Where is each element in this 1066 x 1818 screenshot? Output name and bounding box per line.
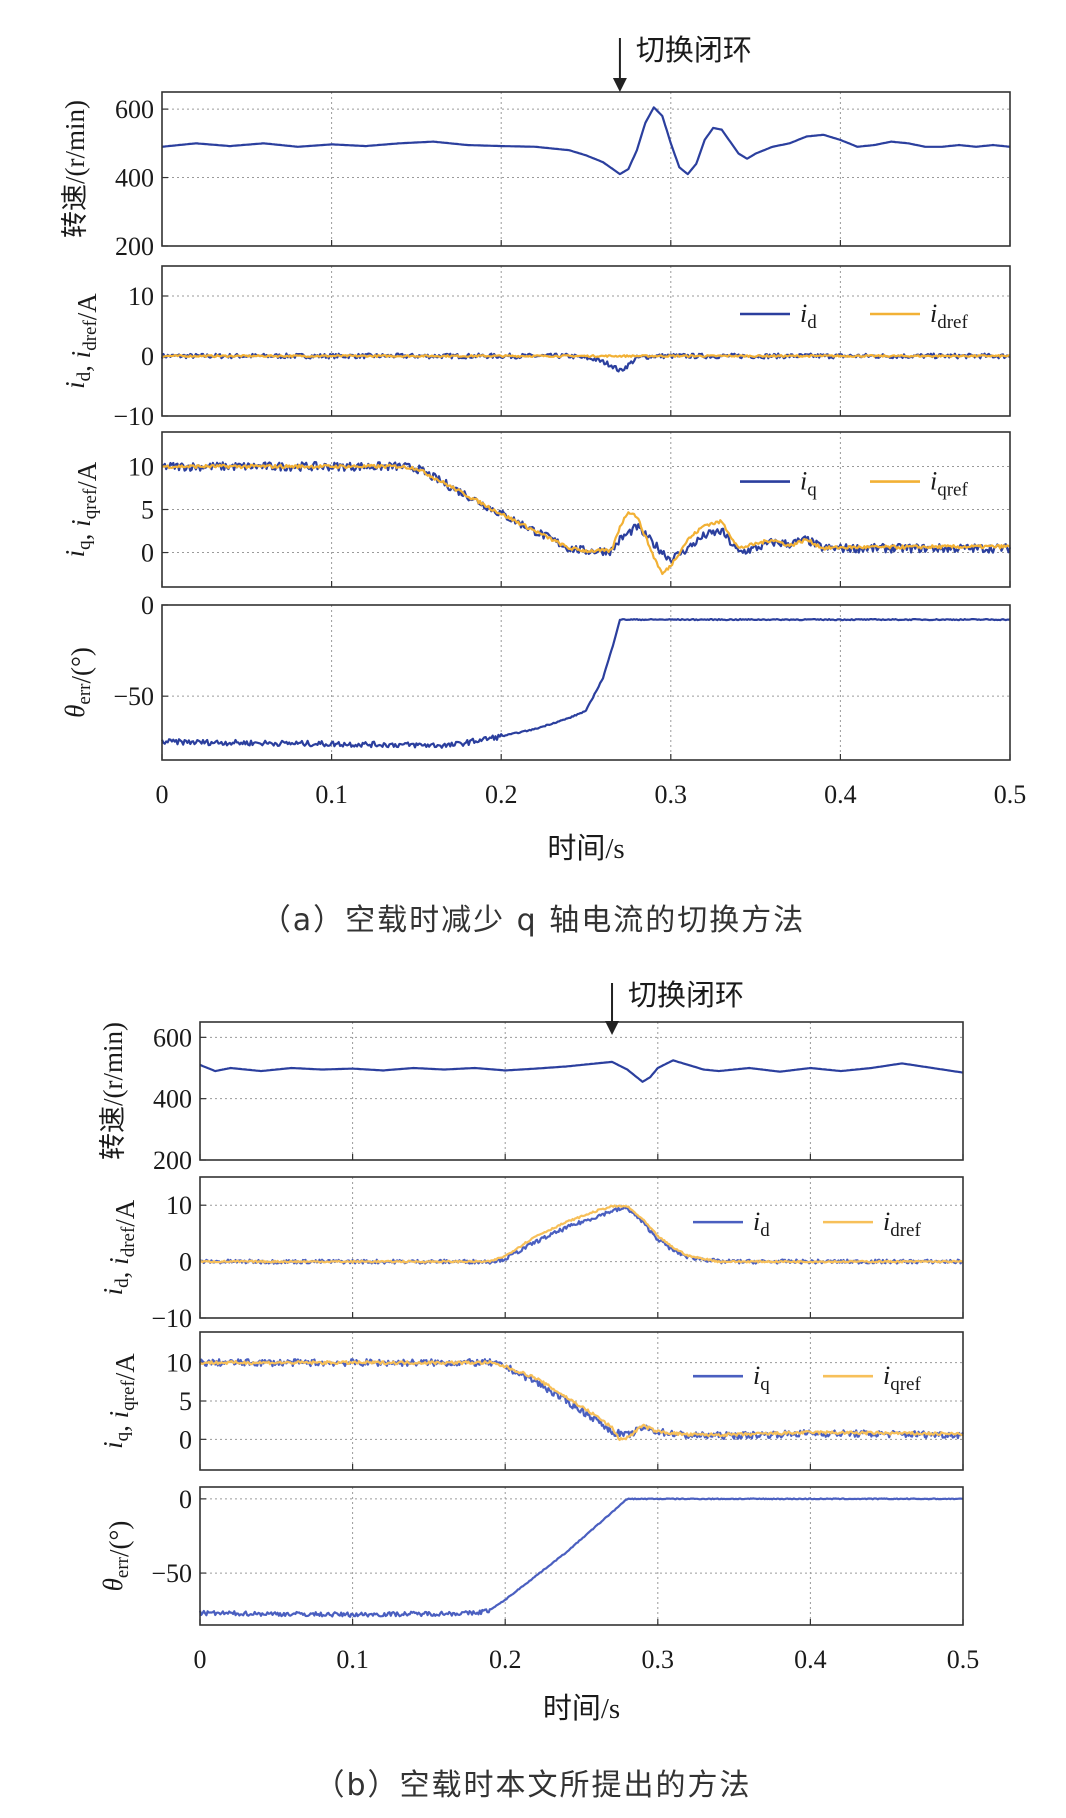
series-line-i-dref (199, 1204, 964, 1264)
panel-b-2: −10 0 10 id idref id, idref/A (98, 1176, 964, 1333)
x-tick-label: 0.2 (485, 780, 518, 809)
series-line-i-qref (199, 1360, 964, 1441)
x-tick-label: 0.1 (336, 1645, 369, 1674)
x-tick-label: 0.4 (824, 780, 857, 809)
x-tick-label: 0.1 (315, 780, 348, 809)
legend-label-i-d: id (800, 299, 817, 333)
x-tick-label: 0.2 (489, 1645, 522, 1674)
plot-frame (199, 1486, 964, 1626)
plot-frame (199, 1176, 964, 1319)
y-tick-label: 0 (141, 539, 154, 568)
y-tick-label: −10 (113, 402, 154, 431)
x-tick-label: 0.5 (947, 1645, 980, 1674)
y-tick-label: 400 (115, 164, 154, 193)
y-tick-label: 0 (179, 1248, 192, 1277)
figure-b: 200 400 600 转速/(r/min) −10 0 10 id idref id, idre… (98, 978, 979, 1803)
y-axis-label: iq, iqref/A (98, 1353, 140, 1449)
y-tick-label: 10 (166, 1349, 192, 1378)
y-tick-label: 10 (128, 282, 154, 311)
series-line-i-q (198, 1358, 964, 1440)
plot-frame (161, 91, 1011, 247)
y-axis-label: id, idref/A (60, 293, 102, 389)
y-tick-label: 0 (141, 591, 154, 620)
figure-caption: （a）空载时减少 q 轴电流的切换方法 (261, 903, 806, 938)
y-axis-label: 转速/(r/min) (98, 1022, 128, 1160)
switch-annotation: 切换闭环 (628, 978, 744, 1012)
y-tick-label: 0 (179, 1485, 192, 1514)
x-tick-label: 0.4 (794, 1645, 827, 1674)
series-line-i-qref (161, 463, 1011, 576)
legend-label-i-dref: idref (930, 299, 968, 333)
plot-frame (161, 265, 1011, 417)
panel-a-2: −10 0 10 id idref id, idref/A (60, 265, 1011, 431)
legend-label-i-qref: iqref (883, 1361, 921, 1395)
y-tick-label: 0 (141, 342, 154, 371)
legend-label-i-qref: iqref (930, 467, 968, 501)
y-axis-label: θerr/(°) (98, 1521, 134, 1592)
series-line-main (161, 106, 1011, 176)
series-line-i-dref (161, 354, 1011, 358)
x-tick-label: 0.3 (642, 1645, 675, 1674)
x-tick-label: 0 (194, 1645, 207, 1674)
y-axis-label: θerr/(°) (60, 647, 96, 718)
series-line-main (199, 1059, 964, 1083)
panel-b-1: 200 400 600 转速/(r/min) (98, 1021, 964, 1175)
y-tick-label: 0 (179, 1425, 192, 1454)
switch-arrow-head (605, 1021, 620, 1035)
plot-frame (161, 604, 1011, 761)
y-tick-label: 200 (153, 1146, 192, 1175)
panel-a-4: −50 0 θerr/(°) (60, 591, 1011, 761)
y-axis-label: 转速/(r/min) (60, 100, 90, 238)
panel-b-3: 0 5 10 iq iqref iq, iqref/A (98, 1331, 964, 1471)
y-tick-label: 5 (179, 1387, 192, 1416)
panel-a-1: 200 400 600 转速/(r/min) (60, 91, 1011, 261)
y-tick-label: 600 (115, 95, 154, 124)
switch-annotation: 切换闭环 (636, 33, 752, 67)
legend-label-i-d: id (753, 1207, 770, 1241)
x-tick-label: 0.3 (655, 780, 688, 809)
plot-frame (199, 1331, 964, 1471)
y-tick-label: −50 (151, 1559, 192, 1588)
legend-label-i-q: iq (753, 1361, 770, 1395)
y-tick-label: 5 (141, 496, 154, 525)
x-axis-label: 时间/s (547, 832, 624, 865)
panel-a-3: 0 5 10 iq iqref iq, iqref/A (60, 431, 1012, 588)
x-tick-label: 0 (156, 780, 169, 809)
x-tick-label: 0.5 (994, 780, 1027, 809)
y-axis-label: id, idref/A (98, 1199, 140, 1295)
figure-caption: （b）空载时本文所提出的方法 (314, 1768, 751, 1803)
y-tick-label: −10 (151, 1304, 192, 1333)
y-tick-label: −50 (113, 682, 154, 711)
y-tick-label: 10 (128, 452, 154, 481)
y-tick-label: 600 (153, 1023, 192, 1052)
x-axis-label: 时间/s (543, 1692, 620, 1725)
switch-arrow-head (612, 78, 627, 92)
plot-frame (161, 431, 1011, 588)
y-axis-label: iq, iqref/A (60, 461, 102, 557)
y-tick-label: 10 (166, 1191, 192, 1220)
figure-a: 200 400 600 转速/(r/min) −10 0 10 id idref id, idre… (60, 33, 1026, 938)
series-line-main (161, 617, 1011, 749)
legend-label-i-dref: idref (883, 1207, 921, 1241)
panel-b-4: −50 0 θerr/(°) (98, 1485, 964, 1626)
plot-frame (199, 1021, 964, 1161)
y-tick-label: 200 (115, 232, 154, 261)
legend-label-i-q: iq (800, 467, 817, 501)
y-tick-label: 400 (153, 1085, 192, 1114)
series-line-main (198, 1497, 964, 1618)
